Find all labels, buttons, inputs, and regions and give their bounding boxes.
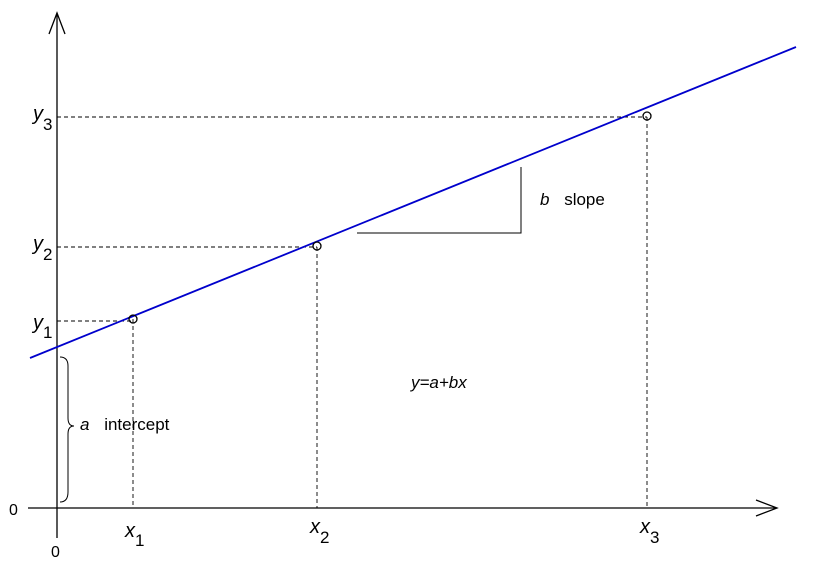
data-point-2 bbox=[312, 241, 322, 251]
slope-label: slope bbox=[564, 190, 605, 209]
origin-x-label: 0 bbox=[51, 544, 60, 561]
x2-label: x2 bbox=[309, 516, 329, 547]
y3-symbol: y bbox=[31, 103, 44, 125]
x3-label: x3 bbox=[639, 516, 659, 547]
guide-lines bbox=[57, 116, 648, 508]
slope-annotation: b slope bbox=[540, 190, 605, 209]
origin-y-label: 0 bbox=[9, 502, 18, 519]
y3-subscript: 3 bbox=[43, 115, 52, 134]
x2-symbol: x bbox=[309, 516, 321, 538]
intercept-brace bbox=[59, 356, 75, 503]
data-point-3 bbox=[642, 111, 652, 121]
data-point-1 bbox=[128, 314, 138, 324]
y2-symbol: y bbox=[31, 233, 44, 255]
intercept-symbol: a bbox=[80, 415, 89, 434]
x2-subscript: 2 bbox=[320, 528, 329, 547]
x1-subscript: 1 bbox=[135, 531, 144, 550]
x1-symbol: x bbox=[124, 520, 136, 542]
x-axis-arrowhead bbox=[755, 499, 779, 517]
slope-triangle bbox=[357, 167, 522, 234]
intercept-label: intercept bbox=[104, 415, 169, 434]
equation-label: y=a+bx bbox=[410, 373, 467, 392]
regression-line bbox=[29, 46, 797, 359]
intercept-annotation: a intercept bbox=[80, 415, 170, 434]
y-axis-arrowhead bbox=[48, 11, 66, 35]
y2-label: y2 bbox=[31, 233, 52, 264]
x3-subscript: 3 bbox=[650, 528, 659, 547]
x3-symbol: x bbox=[639, 516, 651, 538]
y3-label: y3 bbox=[31, 103, 52, 134]
slope-symbol: b bbox=[540, 190, 549, 209]
y2-subscript: 2 bbox=[43, 245, 52, 264]
x1-label: x1 bbox=[124, 520, 144, 550]
y1-symbol: y bbox=[31, 312, 44, 334]
y1-label: y1 bbox=[31, 312, 52, 342]
y1-subscript: 1 bbox=[43, 323, 52, 342]
